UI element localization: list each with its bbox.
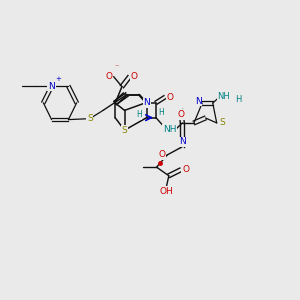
Text: O: O (166, 93, 173, 102)
Text: H: H (158, 108, 164, 117)
Text: O: O (182, 165, 189, 174)
Text: N: N (143, 98, 150, 107)
Text: OH: OH (160, 187, 173, 196)
Text: N: N (195, 97, 202, 106)
Text: S: S (87, 114, 93, 123)
Text: NH: NH (163, 125, 176, 134)
Text: S: S (122, 126, 128, 135)
Text: O: O (177, 110, 184, 119)
Text: O: O (105, 72, 112, 81)
Text: N: N (179, 137, 186, 146)
Text: S: S (220, 118, 226, 127)
Text: O: O (159, 151, 166, 160)
Text: NH: NH (217, 92, 230, 101)
Text: +: + (56, 76, 62, 82)
Text: H: H (236, 95, 242, 104)
Text: ⁻: ⁻ (115, 63, 119, 72)
Text: O: O (131, 72, 138, 81)
Text: H: H (136, 110, 142, 119)
Text: N: N (48, 82, 55, 91)
